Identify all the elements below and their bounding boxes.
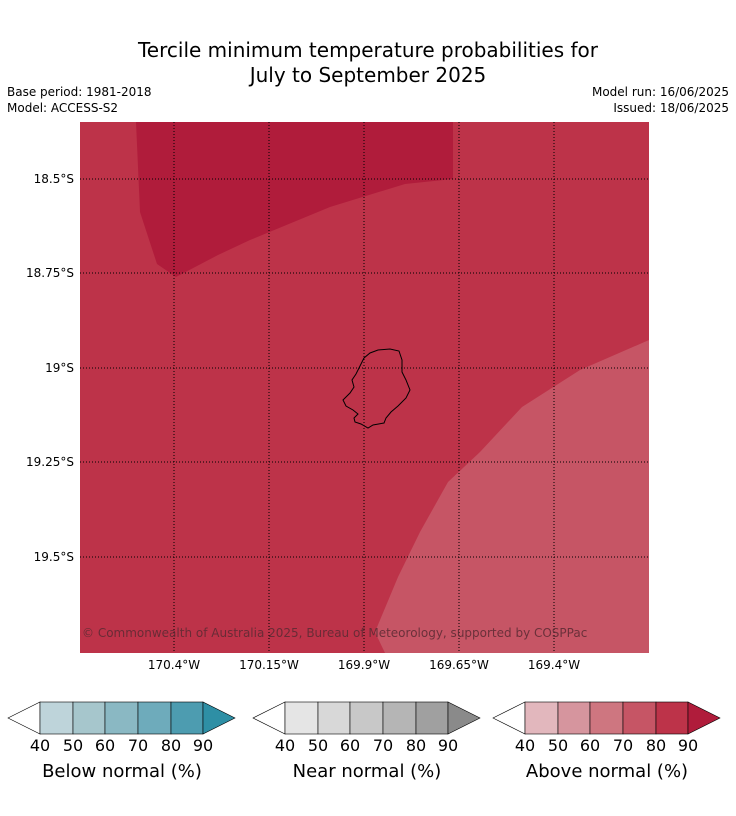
colorbar-bin (104, 701, 139, 735)
colorbar-bin (655, 701, 689, 735)
colorbar-tick: 70 (612, 736, 634, 755)
issued-date: Issued: 18/06/2025 (613, 101, 729, 115)
colorbar-tick: 60 (339, 736, 361, 755)
model-run: Model run: 16/06/2025 (591, 85, 729, 99)
chart-title: Tercile minimum temperature probabilitie… (0, 38, 736, 88)
base-period: Base period: 1981-2018 (7, 85, 152, 99)
lon-tick-label: 169.4°W (527, 658, 581, 672)
colorbar-below-label: Below normal (%) (42, 761, 202, 782)
lat-tick-label: 19.25°S (26, 455, 74, 469)
colorbar-tick: 70 (372, 736, 394, 755)
lat-tick-label: 18.5°S (33, 172, 74, 186)
colorbar-bin (39, 701, 74, 735)
colorbar-tick: 70 (127, 736, 149, 755)
colorbar-tick: 80 (645, 736, 667, 755)
colorbar-extend-low (492, 701, 526, 735)
colorbar-bin (72, 701, 106, 735)
model-name: Model: ACCESS-S2 (7, 101, 119, 115)
colorbar-extend-high (202, 701, 236, 735)
colorbar-extend-low (7, 701, 41, 735)
colorbar-tick: 80 (160, 736, 182, 755)
colorbar-bin (524, 701, 559, 735)
lat-tick-label: 19°S (45, 361, 74, 375)
colorbar-extend-high (447, 701, 481, 735)
title-line-2: July to September 2025 (249, 63, 487, 87)
meta-left: Base period: 1981-2018 Model: ACCESS-S2 (7, 84, 152, 116)
title-line-1: Tercile minimum temperature probabilitie… (137, 38, 599, 62)
colorbar-extend-low (252, 701, 286, 735)
colorbar-tick: 90 (192, 736, 214, 755)
colorbar-bin (137, 701, 172, 735)
copyright-notice: © Commonwealth of Australia 2025, Bureau… (82, 626, 587, 640)
colorbar-extend-high (687, 701, 721, 735)
colorbar-bin (557, 701, 591, 735)
colorbar-tick: 50 (62, 736, 84, 755)
colorbar-near-label: Near normal (%) (292, 761, 442, 782)
colorbar-above-label: Above normal (%) (525, 761, 689, 782)
colorbar-tick: 60 (579, 736, 601, 755)
lat-tick-label: 19.5°S (33, 550, 74, 564)
colorbar-bin (317, 701, 351, 735)
colorbar-tick: 40 (274, 736, 296, 755)
lon-tick-label: 169.65°W (429, 658, 489, 672)
colorbar-tick: 50 (547, 736, 569, 755)
colorbar-bin (170, 701, 204, 735)
colorbar-bin (589, 701, 624, 735)
colorbar-below-normal (7, 701, 236, 735)
region-above-70 (375, 340, 649, 653)
colorbar-tick: 50 (307, 736, 329, 755)
colorbar-tick: 60 (94, 736, 116, 755)
colorbar-bin (415, 701, 449, 735)
colorbar-tick: 90 (437, 736, 459, 755)
colorbar-bin (382, 701, 417, 735)
lon-tick-label: 169.9°W (337, 658, 391, 672)
colorbar-near-normal (252, 701, 481, 735)
lon-tick-label: 170.4°W (147, 658, 201, 672)
colorbar-tick: 40 (514, 736, 536, 755)
lon-tick-label: 170.15°W (239, 658, 299, 672)
lat-tick-label: 18.75°S (26, 266, 74, 280)
colorbar-tick: 90 (677, 736, 699, 755)
colorbar-above-normal (492, 701, 721, 735)
graticule (80, 122, 649, 653)
colorbar-bin (622, 701, 657, 735)
map-panel: © Commonwealth of Australia 2025, Bureau… (80, 122, 649, 653)
region-above-90 (136, 122, 453, 277)
meta-right: Model run: 16/06/2025 Issued: 18/06/2025 (592, 84, 729, 116)
colorbar-tick: 40 (29, 736, 51, 755)
colorbar-bin (284, 701, 319, 735)
colorbar-bin (349, 701, 384, 735)
colorbar-tick: 80 (405, 736, 427, 755)
island-coastline (342, 348, 411, 429)
